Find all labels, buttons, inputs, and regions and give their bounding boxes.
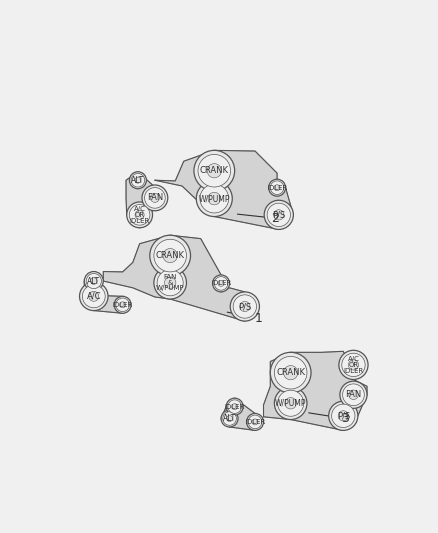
Circle shape — [135, 177, 141, 183]
Polygon shape — [126, 172, 152, 228]
Circle shape — [264, 200, 293, 229]
Circle shape — [212, 275, 230, 292]
Circle shape — [91, 278, 97, 285]
Polygon shape — [103, 235, 259, 321]
Text: CRANK: CRANK — [276, 368, 305, 377]
Circle shape — [196, 181, 232, 216]
Text: ALT: ALT — [223, 414, 236, 423]
Text: 3: 3 — [341, 412, 349, 425]
Text: FAN: FAN — [147, 193, 163, 203]
Circle shape — [274, 357, 307, 389]
Circle shape — [214, 277, 228, 290]
Circle shape — [207, 164, 222, 178]
Circle shape — [270, 181, 284, 195]
Text: IDLER: IDLER — [267, 185, 287, 191]
Circle shape — [270, 352, 311, 393]
Text: IDLER: IDLER — [225, 403, 245, 410]
Circle shape — [150, 193, 159, 203]
Circle shape — [338, 411, 348, 421]
Text: P/S: P/S — [238, 302, 251, 311]
Circle shape — [116, 298, 130, 312]
Circle shape — [240, 301, 250, 312]
Circle shape — [86, 273, 101, 289]
Text: 2: 2 — [272, 212, 279, 225]
Circle shape — [200, 184, 229, 213]
Circle shape — [131, 173, 145, 187]
Circle shape — [274, 185, 280, 191]
Circle shape — [349, 390, 358, 400]
Circle shape — [283, 366, 298, 380]
Circle shape — [342, 353, 365, 377]
Circle shape — [230, 292, 259, 321]
Text: A/C: A/C — [87, 292, 101, 301]
Text: ALT: ALT — [131, 176, 145, 185]
Circle shape — [127, 202, 152, 228]
Text: 1: 1 — [254, 312, 262, 325]
Circle shape — [150, 235, 191, 276]
Circle shape — [164, 277, 176, 288]
Circle shape — [89, 292, 99, 301]
Circle shape — [340, 381, 367, 408]
Circle shape — [274, 387, 307, 419]
Circle shape — [233, 295, 257, 318]
Polygon shape — [264, 351, 367, 431]
Circle shape — [114, 296, 131, 313]
Circle shape — [129, 205, 150, 225]
Circle shape — [247, 414, 264, 431]
Text: P/S: P/S — [272, 211, 286, 220]
Text: FAN
&
W/PUMP: FAN & W/PUMP — [156, 274, 184, 292]
Text: IDLER: IDLER — [211, 280, 231, 286]
Text: FAN: FAN — [345, 390, 362, 399]
Circle shape — [332, 404, 355, 427]
Circle shape — [163, 248, 177, 263]
Circle shape — [82, 285, 105, 308]
Text: W/PUMP: W/PUMP — [275, 399, 307, 408]
Circle shape — [145, 188, 165, 208]
Circle shape — [194, 150, 235, 191]
Circle shape — [226, 398, 243, 415]
Circle shape — [129, 172, 146, 189]
Circle shape — [278, 390, 304, 416]
Circle shape — [343, 384, 364, 406]
Circle shape — [218, 280, 224, 286]
Circle shape — [348, 360, 359, 370]
Circle shape — [221, 410, 238, 427]
Circle shape — [228, 400, 241, 414]
Circle shape — [84, 271, 103, 290]
Polygon shape — [221, 398, 264, 431]
Text: A/C
OR
IDLER: A/C OR IDLER — [130, 206, 150, 224]
Circle shape — [198, 155, 230, 187]
Polygon shape — [84, 281, 131, 313]
Text: CRANK: CRANK — [200, 166, 229, 175]
Circle shape — [328, 401, 358, 431]
Circle shape — [135, 211, 144, 220]
Polygon shape — [155, 150, 293, 229]
Circle shape — [142, 185, 168, 211]
Circle shape — [208, 192, 221, 205]
Circle shape — [223, 411, 237, 425]
Text: IDLER: IDLER — [245, 419, 265, 425]
Circle shape — [248, 415, 262, 429]
Circle shape — [80, 282, 108, 311]
Circle shape — [157, 270, 183, 296]
Text: CRANK: CRANK — [155, 251, 185, 260]
Circle shape — [232, 403, 238, 410]
Circle shape — [267, 203, 290, 227]
Text: IDLER: IDLER — [113, 302, 133, 308]
Circle shape — [285, 398, 297, 409]
Circle shape — [154, 266, 187, 299]
Text: W/PUMP: W/PUMP — [198, 194, 230, 203]
Circle shape — [274, 210, 284, 220]
Circle shape — [154, 239, 187, 272]
Circle shape — [339, 350, 368, 379]
Text: ALT: ALT — [87, 277, 100, 286]
Circle shape — [226, 416, 233, 422]
Text: A/C
OR
IDLER: A/C OR IDLER — [343, 356, 364, 374]
Text: P/S: P/S — [337, 411, 350, 421]
Circle shape — [120, 302, 126, 308]
Circle shape — [252, 419, 258, 425]
Circle shape — [268, 179, 286, 196]
